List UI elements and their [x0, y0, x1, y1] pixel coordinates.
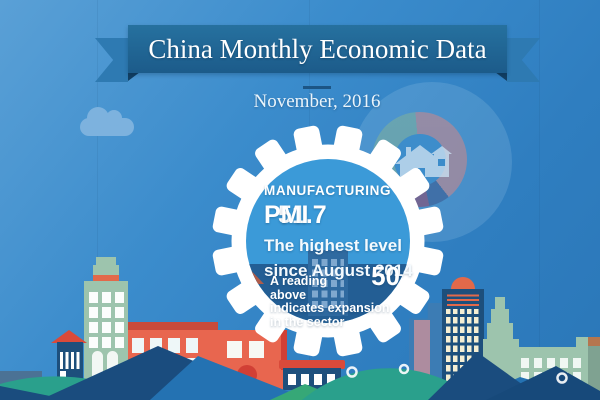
note-line3: in the sector [270, 314, 345, 329]
note-row: A reading above 50 [270, 261, 400, 302]
pmi-note-block: A reading above 50 indicates expansion i… [270, 261, 400, 329]
building-navy-windows [60, 352, 81, 369]
note-prefix: A reading above [270, 274, 328, 302]
building-green-tower [93, 265, 119, 277]
stat-subtitle-line2: since August 2014 [264, 260, 413, 280]
building-green-tower-windows [89, 288, 124, 348]
building-orange-window [249, 341, 264, 358]
date-accent-line [303, 86, 331, 89]
capitol-tower [491, 309, 509, 325]
date-label: November, 2016 [253, 91, 381, 112]
metric-value: 51.7 [278, 201, 327, 229]
note-line2: indicates expansion [270, 301, 390, 315]
capitol-tower [495, 297, 505, 311]
ribbon-fold [128, 72, 140, 81]
trolley-roof [279, 360, 345, 369]
skyscraper-stripes [447, 292, 479, 306]
sky-divider-line [97, 0, 98, 400]
building-red-parapet [128, 322, 218, 332]
building-mauve-pillar [414, 320, 430, 378]
ribbon-fold [495, 72, 507, 81]
building-green-tower [96, 257, 116, 267]
stat-metric: PMI 51.7 [264, 201, 414, 230]
stat-heading: MANUFACTURING [264, 183, 392, 198]
mini-building-windows [312, 256, 344, 308]
building-red-strip [281, 330, 287, 370]
metric-label: PMI [264, 201, 309, 229]
cloud-icon [80, 107, 134, 136]
building-navy-window [60, 371, 66, 377]
trolley-windows [288, 374, 338, 385]
building-sage-wide-edge [588, 337, 600, 348]
skyscraper-dome [451, 277, 475, 290]
capitol-tower [487, 323, 513, 341]
pmi-stat-block: MANUFACTURING PMI 51.7 The highest level … [264, 183, 414, 278]
banner-title: China Monthly Economic Data [128, 25, 507, 73]
building-sage-wide [576, 337, 588, 349]
stat-subtitle-line1: The highest level [264, 236, 402, 255]
building-green-tower-band [93, 275, 119, 281]
arched-window [92, 351, 103, 383]
building-orange-window [227, 341, 242, 358]
sky-divider-line [539, 0, 540, 400]
note-threshold-value: 50 [371, 261, 400, 291]
